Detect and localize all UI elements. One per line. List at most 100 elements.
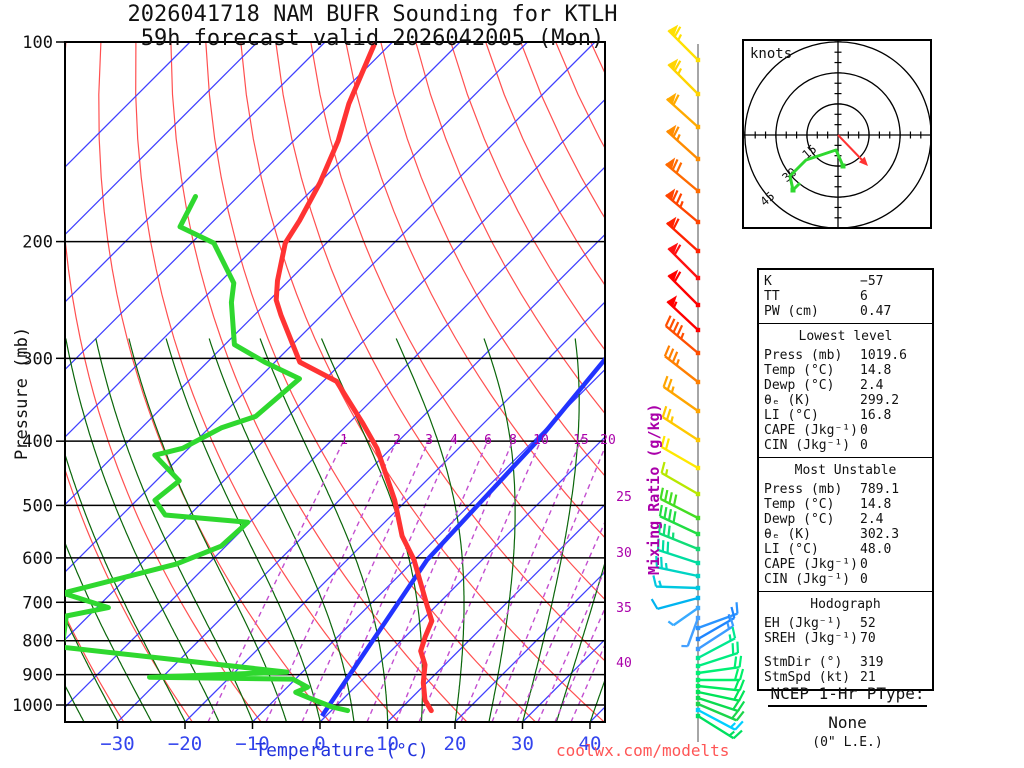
wind-barb: [667, 605, 701, 627]
stat-row: θₑ (K) 299.2: [764, 393, 900, 408]
svg-text:0: 0: [314, 733, 325, 755]
storm-motion-arrow: [837, 134, 868, 166]
svg-text:800: 800: [22, 632, 53, 652]
svg-text:−20: −20: [168, 733, 202, 755]
stat-row: K −57: [764, 274, 884, 289]
temperature-axis-label: Temperature (°C): [255, 740, 429, 761]
wind-barb: [666, 295, 701, 333]
svg-text:−10: −10: [235, 733, 269, 755]
svg-text:−30: −30: [100, 733, 134, 755]
wind-barb: [667, 269, 701, 308]
wind-barb: [681, 615, 701, 648]
pressure-grid: 100 200 300 400 500 600 700 800 900 1000: [12, 33, 605, 716]
stat-row: CAPE (Jkg⁻¹) 0: [764, 423, 868, 438]
wind-barb: [659, 487, 701, 521]
wind-barb: [663, 345, 701, 385]
wind-barb: [667, 242, 701, 281]
svg-text:900: 900: [22, 666, 53, 686]
stats-table: K −57 TT 6 PW (cm) 0.47 Lowest level Press (mb)…: [757, 268, 934, 691]
mixing-ratio-lines: [207, 436, 605, 722]
svg-text:35: 35: [616, 601, 632, 616]
wind-barb-column: [650, 24, 746, 742]
wind-barb: [660, 461, 701, 497]
stats-section: K −57 TT 6 PW (cm) 0.47: [759, 270, 932, 323]
stat-row: StmDir (°) 319: [764, 655, 884, 670]
wind-barb: [667, 58, 701, 97]
wind-barb: [665, 157, 701, 194]
stat-row: StmSpd (kt) 21: [764, 670, 876, 685]
svg-text:8: 8: [509, 433, 517, 448]
wind-barb: [665, 216, 701, 254]
wind-barb: [661, 405, 701, 443]
stats-section-header: Lowest level: [798, 329, 893, 344]
stat-row: Dewp (°C) 2.4: [764, 512, 884, 527]
wind-barb: [695, 626, 737, 661]
svg-text:600: 600: [22, 549, 53, 569]
svg-text:3: 3: [425, 433, 433, 448]
wind-barb: [662, 375, 701, 414]
stat-row: Dewp (°C) 2.4: [764, 378, 884, 393]
wind-barb: [695, 701, 745, 722]
svg-text:4: 4: [450, 433, 458, 448]
svg-text:40: 40: [579, 733, 602, 755]
stats-section: Most Unstable Press (mb) 789.1 Temp (°C) 14.…: [759, 457, 932, 591]
svg-text:500: 500: [22, 496, 53, 516]
wind-barb: [695, 655, 743, 676]
watermark: coolwx.com/modelts: [556, 741, 730, 760]
stats-section-header: Most Unstable: [794, 463, 897, 478]
svg-text:25: 25: [616, 490, 632, 505]
svg-text:6: 6: [484, 433, 492, 448]
svg-text:20: 20: [444, 733, 467, 755]
ptype-heading: NCEP 1-Hr PType:: [768, 684, 927, 707]
stat-row: LI (°C) 16.8: [764, 408, 892, 423]
stat-row: Temp (°C) 14.8: [764, 363, 892, 378]
wind-barb: [657, 521, 701, 552]
wind-barb: [656, 538, 701, 566]
mixing-ratio-axis-label: Mixing Ratio (g/kg): [645, 403, 663, 575]
stat-row: PW (cm) 0.47: [764, 304, 892, 319]
stat-row: CAPE (Jkg⁻¹) 0: [764, 557, 868, 572]
stat-row: Press (mb) 1019.6: [764, 348, 907, 363]
wind-barb: [665, 92, 701, 130]
ptype-panel: NCEP 1-Hr PType: None (0" L.E.): [750, 684, 945, 750]
stat-row: Temp (°C) 14.8: [764, 497, 892, 512]
svg-text:10: 10: [533, 433, 549, 448]
svg-text:10: 10: [376, 733, 399, 755]
chart-subtitle: 59h forecast valid 2026042005 (Mon): [140, 26, 605, 51]
stat-row: EH (Jkg⁻¹) 52: [764, 616, 876, 631]
svg-text:100: 100: [22, 33, 53, 53]
svg-text:30: 30: [511, 733, 534, 755]
ptype-value: None: [828, 713, 867, 732]
wind-barb: [695, 641, 740, 669]
thick-blue-line: [320, 356, 605, 718]
stat-row: LI (°C) 48.0: [764, 542, 892, 557]
wind-barb: [695, 713, 743, 740]
svg-text:15: 15: [573, 433, 589, 448]
wind-barb: [695, 707, 744, 731]
stat-row: θₑ (K) 302.3: [764, 527, 900, 542]
stat-row: CIN (Jkg⁻¹) 0: [764, 572, 868, 587]
svg-text:700: 700: [22, 593, 53, 613]
temperature-axis-ticks: −30 −20 −10 0 10 20 30 40: [100, 722, 601, 755]
wind-barb: [658, 504, 701, 537]
svg-text:45: 45: [757, 189, 777, 209]
mixing-ratio-labels: 1 2 3 4 6 8 10 15 20 25 30 35 40: [340, 433, 632, 671]
svg-text:2: 2: [393, 433, 401, 448]
chart-title: 2026041718 NAM BUFR Sounding for KTLH: [127, 2, 618, 27]
wind-barb: [695, 695, 746, 713]
stats-section: Lowest level Press (mb) 1019.6 Temp (°C) 14.…: [759, 323, 932, 457]
stat-row: Press (mb) 789.1: [764, 482, 900, 497]
stat-row: CIN (Jkg⁻¹) 0: [764, 438, 868, 453]
svg-text:300: 300: [22, 349, 53, 369]
wind-barb: [660, 435, 701, 471]
stats-section: Hodograph EH (Jkg⁻¹) 52 SREH (Jkg⁻¹) 70 StmDi…: [759, 591, 932, 689]
wind-barb: [652, 575, 701, 591]
temperature-trace: [273, 42, 435, 714]
wind-barb: [650, 595, 701, 611]
wind-barb: [665, 188, 701, 225]
svg-text:20: 20: [600, 433, 616, 448]
stat-row: SREH (Jkg⁻¹) 70: [764, 631, 876, 646]
